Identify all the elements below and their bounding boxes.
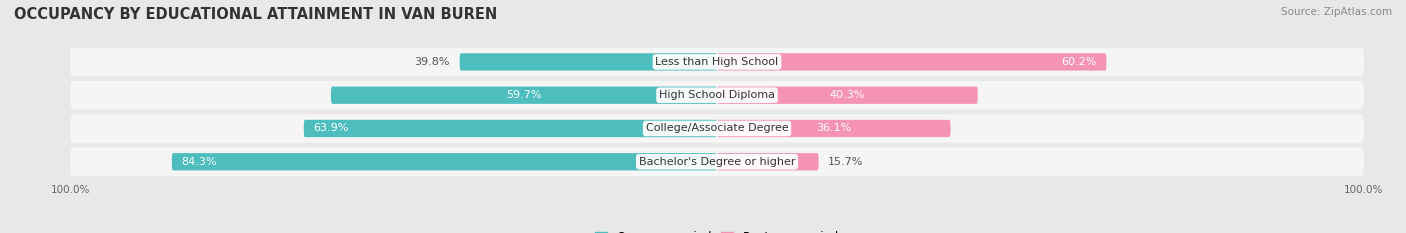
- Text: 84.3%: 84.3%: [181, 157, 217, 167]
- Text: High School Diploma: High School Diploma: [659, 90, 775, 100]
- Legend: Owner-occupied, Renter-occupied: Owner-occupied, Renter-occupied: [591, 226, 844, 233]
- Text: 63.9%: 63.9%: [314, 123, 349, 134]
- FancyBboxPatch shape: [717, 86, 977, 104]
- FancyBboxPatch shape: [70, 81, 1364, 110]
- FancyBboxPatch shape: [304, 120, 717, 137]
- FancyBboxPatch shape: [70, 114, 1364, 143]
- Text: Bachelor's Degree or higher: Bachelor's Degree or higher: [638, 157, 796, 167]
- Text: 15.7%: 15.7%: [828, 157, 863, 167]
- Text: 59.7%: 59.7%: [506, 90, 541, 100]
- FancyBboxPatch shape: [172, 153, 717, 170]
- Text: College/Associate Degree: College/Associate Degree: [645, 123, 789, 134]
- FancyBboxPatch shape: [717, 153, 818, 170]
- Text: 40.3%: 40.3%: [830, 90, 865, 100]
- Text: 36.1%: 36.1%: [815, 123, 852, 134]
- Text: OCCUPANCY BY EDUCATIONAL ATTAINMENT IN VAN BUREN: OCCUPANCY BY EDUCATIONAL ATTAINMENT IN V…: [14, 7, 498, 22]
- Text: 39.8%: 39.8%: [415, 57, 450, 67]
- FancyBboxPatch shape: [70, 48, 1364, 76]
- FancyBboxPatch shape: [70, 147, 1364, 176]
- Text: Less than High School: Less than High School: [655, 57, 779, 67]
- Text: 60.2%: 60.2%: [1062, 57, 1097, 67]
- FancyBboxPatch shape: [330, 86, 717, 104]
- FancyBboxPatch shape: [717, 53, 1107, 71]
- Text: Source: ZipAtlas.com: Source: ZipAtlas.com: [1281, 7, 1392, 17]
- FancyBboxPatch shape: [717, 120, 950, 137]
- FancyBboxPatch shape: [460, 53, 717, 71]
